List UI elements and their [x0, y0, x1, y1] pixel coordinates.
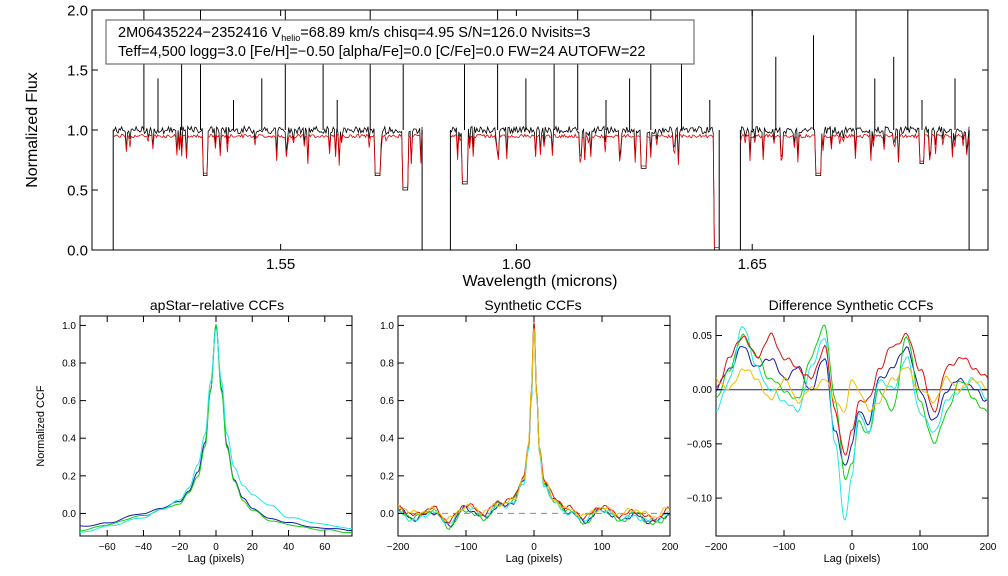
y-tick-label: 0.4: [380, 434, 394, 445]
x-tick-label: 200: [662, 542, 679, 553]
y-tick-label: 0.5: [67, 182, 88, 199]
x-tick-label: 100: [912, 542, 929, 553]
x-tick-label: 0: [849, 542, 855, 553]
y-tick-label: 0.00: [693, 385, 713, 396]
y-tick-label: 2.0: [67, 2, 88, 19]
spectrum-axes: 1.55 1.60 1.65 0.0 0.5 1.0 1.5 2.0 Wavelength (m…: [24, 2, 988, 290]
synthetic-ccf-panel: Synthetic CCFs −200 −100 0 100 200 0.0 0.2 0.4 0…: [380, 297, 679, 565]
x-tick-label: 100: [594, 542, 611, 553]
x-tick-label: −100: [773, 542, 796, 553]
observed-spectrum-chip-2: [450, 125, 720, 250]
apstar-ccf-title: apStar−relative CCFs: [150, 297, 284, 313]
x-tick-label: 0: [213, 542, 219, 553]
spectrum-panel: 1.55 1.60 1.65 0.0 0.5 1.0 1.5 2.0 Wavelength (m…: [24, 2, 989, 290]
x-tick-label: 40: [283, 542, 295, 553]
spectrum-plot-area: [112, 10, 970, 250]
y-tick-label: 0.0: [62, 509, 76, 520]
synthetic-ccf-plot-area: −200 −100 0 100 200 0.0 0.2 0.4 0.6 0.8 1.0 Lag (pi…: [380, 316, 679, 565]
ccf-series-blue: [716, 345, 988, 466]
ccf-series-green: [716, 324, 988, 481]
y-tick-label: 0.2: [62, 471, 76, 482]
y-tick-label: 0.05: [693, 331, 713, 342]
y-axis-label: Normalized Flux: [24, 72, 41, 188]
x-axis-label: Lag (pixels): [824, 553, 881, 565]
x-tick-label: −40: [135, 542, 152, 553]
ccf-traces: [716, 324, 988, 521]
difference-ccf-panel: Difference Synthetic CCFs −200 −100 0 100 20…: [687, 297, 997, 565]
y-tick-label: 0.0: [67, 242, 88, 259]
header-line-1-suffix: =68.89 km/s chisq=4.95 S/N=126.0 Nvisits…: [300, 25, 590, 41]
x-tick-label: 1.60: [502, 256, 531, 273]
x-tick-label: 0: [531, 542, 537, 553]
x-tick-label: 20: [247, 542, 259, 553]
apstar-ccf-plot-area: −60 −40 −20 0 20 40 60 0.0 0.2 0.4 0.6 0.8 1.0 Lag (p…: [35, 316, 352, 565]
header-line-1-subscript: helio: [281, 33, 300, 43]
ccf-series-cyan: [716, 325, 988, 521]
synthetic-ccf-title: Synthetic CCFs: [484, 297, 581, 313]
x-tick-label: −20: [171, 542, 188, 553]
y-tick-label: −0.10: [687, 494, 713, 505]
x-tick-label: 200: [980, 542, 997, 553]
spectrum-traces: [112, 10, 970, 250]
ccf-series-cyan: [80, 327, 352, 533]
x-tick-label: −60: [99, 542, 116, 553]
x-axis-label: Wavelength (microns): [462, 273, 617, 290]
y-tick-label: 0.2: [380, 471, 394, 482]
x-tick-label: −100: [455, 542, 478, 553]
y-tick-label: 0.0: [380, 509, 394, 520]
apstar-ccf-frame: [79, 315, 353, 537]
model-spectrum-chip-3: [740, 132, 970, 174]
synthetic-ccf-frame: [397, 315, 671, 537]
y-tick-label: 0.6: [62, 396, 76, 407]
y-tick-label: 1.0: [62, 321, 76, 332]
header-line-2: Teff=4,500 logg=3.0 [Fe/H]=−0.50 [alpha/…: [118, 44, 645, 60]
y-tick-label: 1.5: [67, 62, 88, 79]
difference-ccf-title: Difference Synthetic CCFs: [769, 297, 934, 313]
model-spectrum-chip-2: [450, 133, 720, 249]
header-box-frame: [105, 19, 695, 65]
y-tick-label: 0.4: [62, 434, 76, 445]
model-spectrum-chip-1: [112, 132, 423, 189]
header-line-1-prefix: 2M06435224−2352416 V: [118, 25, 282, 41]
x-tick-label: −200: [705, 542, 728, 553]
ccf-traces: [80, 323, 352, 534]
x-axis-label: Lag (pixels): [188, 553, 245, 565]
y-tick-label: 0.8: [380, 359, 394, 370]
y-axis-label: Normalized CCF: [35, 385, 47, 467]
ccf-series-yellow: [398, 328, 670, 522]
x-tick-label: −200: [387, 542, 410, 553]
y-tick-label: 0.6: [380, 396, 394, 407]
difference-ccf-plot-area: −200 −100 0 100 200 0.05 0.00 −0.05 −0.10 Lag (pi…: [687, 316, 997, 565]
difference-ccf-frame: [715, 315, 989, 537]
ccf-series-yellow: [716, 366, 988, 413]
header-line-1: 2M06435224−2352416 Vhelio=68.89 km/s chi…: [118, 25, 590, 43]
ccf-traces: [398, 322, 670, 531]
y-tick-label: 0.8: [62, 359, 76, 370]
header-box: 2M06435224−2352416 Vhelio=68.89 km/s chi…: [105, 19, 695, 65]
y-tick-label: −0.05: [687, 439, 713, 450]
apstar-ccf-panel: apStar−relative CCFs −60 −40 −20 0 20 40 60 0.0…: [35, 297, 353, 565]
ccf-series-red: [716, 332, 988, 456]
x-tick-label: 1.65: [738, 256, 767, 273]
y-tick-label: 1.0: [67, 122, 88, 139]
x-tick-label: 60: [319, 542, 331, 553]
x-tick-label: 1.55: [266, 256, 295, 273]
x-axis-label: Lag (pixels): [506, 553, 563, 565]
y-tick-label: 1.0: [380, 321, 394, 332]
